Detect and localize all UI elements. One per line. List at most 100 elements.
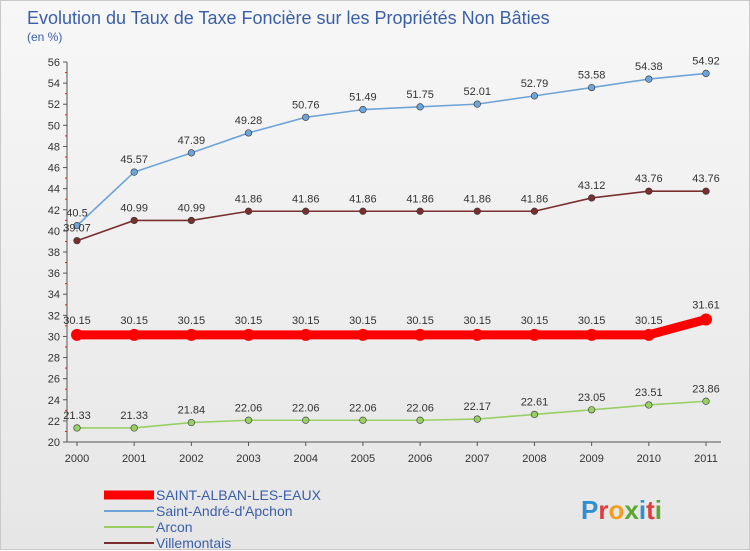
series-layer bbox=[71, 69, 712, 432]
series-point bbox=[299, 328, 312, 341]
series-point bbox=[702, 397, 710, 405]
series-point bbox=[702, 187, 710, 195]
series-point bbox=[588, 83, 596, 92]
series-point bbox=[530, 207, 539, 215]
series-point bbox=[187, 149, 195, 157]
y-tick-label: 24 bbox=[48, 395, 60, 407]
y-tick-label: 56 bbox=[48, 57, 60, 69]
chart-title: Evolution du Taux de Taxe Foncière sur l… bbox=[27, 8, 550, 28]
data-label: 30.15 bbox=[464, 315, 492, 327]
y-tick-label: 44 bbox=[48, 184, 60, 196]
data-label: 52.01 bbox=[464, 86, 492, 98]
y-tick-label: 42 bbox=[48, 205, 60, 217]
y-tick-label: 34 bbox=[48, 289, 60, 301]
x-tick-label: 2003 bbox=[236, 453, 260, 465]
data-label: 31.61 bbox=[692, 299, 720, 311]
series-point bbox=[242, 328, 255, 341]
data-label: 47.39 bbox=[178, 135, 206, 147]
series-point bbox=[416, 416, 424, 424]
series-point bbox=[73, 424, 81, 432]
data-label: 30.15 bbox=[178, 315, 206, 327]
series-point bbox=[528, 328, 541, 341]
series-point bbox=[302, 416, 310, 424]
data-label: 30.15 bbox=[235, 315, 263, 327]
data-label: 54.38 bbox=[635, 61, 663, 73]
data-label: 43.76 bbox=[692, 173, 720, 185]
data-label: 30.15 bbox=[63, 315, 91, 327]
y-tick-label: 36 bbox=[48, 268, 60, 280]
logo-letter: t bbox=[646, 495, 655, 525]
logo-letter: r bbox=[598, 495, 608, 525]
series-point bbox=[187, 216, 195, 225]
data-label: 22.06 bbox=[349, 402, 377, 414]
y-tick-label: 22 bbox=[48, 416, 60, 428]
series-point bbox=[700, 313, 712, 326]
data-label: 41.86 bbox=[406, 193, 434, 205]
series-point bbox=[356, 328, 369, 341]
x-tick-label: 2010 bbox=[637, 453, 661, 465]
series-point bbox=[702, 69, 710, 77]
series-point bbox=[473, 415, 481, 423]
series-point bbox=[645, 187, 653, 195]
series-point bbox=[588, 406, 596, 414]
series-point bbox=[588, 194, 596, 202]
series-point bbox=[645, 401, 653, 409]
series-point bbox=[530, 92, 539, 100]
data-label: 53.58 bbox=[578, 70, 606, 82]
data-label: 49.28 bbox=[235, 115, 263, 127]
data-label: 52.79 bbox=[521, 78, 549, 90]
data-label: 45.57 bbox=[120, 154, 148, 166]
series-point bbox=[471, 328, 484, 341]
data-label: 41.86 bbox=[349, 193, 377, 205]
series-line-2 bbox=[76, 400, 707, 429]
data-labels: 40.5 45.57 47.39 49.28 50.76 51.49 51.75 52.01 5… bbox=[63, 55, 720, 422]
series-point bbox=[416, 207, 424, 215]
legend: SAINT-ALBAN-LES-EAUXSaint-André-d'Apchon… bbox=[104, 487, 322, 551]
y-tick-label: 46 bbox=[48, 163, 60, 175]
data-label: 30.15 bbox=[406, 315, 434, 327]
data-label: 40.99 bbox=[178, 202, 206, 214]
data-label: 21.33 bbox=[120, 410, 148, 422]
data-label: 22.06 bbox=[235, 402, 263, 414]
data-label: 39.07 bbox=[63, 223, 91, 235]
data-label: 30.15 bbox=[578, 315, 606, 327]
y-tick-label: 50 bbox=[48, 120, 60, 132]
data-label: 40.99 bbox=[120, 202, 148, 214]
series-point bbox=[414, 328, 427, 341]
series-point bbox=[244, 129, 253, 137]
y-tick-label: 30 bbox=[48, 331, 60, 343]
data-label: 30.15 bbox=[521, 315, 549, 327]
series-point bbox=[130, 168, 138, 176]
x-tick-label: 2001 bbox=[122, 453, 146, 465]
logo-letter: i bbox=[639, 495, 646, 525]
y-tick-label: 48 bbox=[48, 141, 60, 153]
y-tick-label: 38 bbox=[48, 247, 60, 259]
legend-label: Villemontais bbox=[156, 535, 231, 551]
y-tick-label: 52 bbox=[48, 99, 60, 111]
series-point bbox=[302, 207, 310, 215]
series-point bbox=[416, 103, 424, 111]
proxiti-logo: Proxiti bbox=[581, 495, 662, 525]
series-line-1 bbox=[76, 72, 707, 227]
series-point bbox=[473, 100, 481, 108]
x-tick-label: 2007 bbox=[465, 453, 489, 465]
series-point bbox=[130, 424, 138, 432]
legend-label: Saint-André-d'Apchon bbox=[156, 503, 293, 519]
series-point bbox=[128, 328, 141, 341]
data-label: 30.15 bbox=[635, 315, 663, 327]
data-label: 41.86 bbox=[464, 193, 492, 205]
data-label: 43.76 bbox=[635, 173, 663, 185]
series-point bbox=[185, 328, 198, 341]
x-tick-label: 2006 bbox=[408, 453, 432, 465]
legend-label: Arcon bbox=[156, 519, 193, 535]
logo-letter: x bbox=[624, 495, 639, 525]
data-label: 51.75 bbox=[406, 89, 434, 101]
data-label: 22.06 bbox=[406, 402, 434, 414]
x-tick-label: 2009 bbox=[579, 453, 603, 465]
logo-letter: i bbox=[655, 495, 662, 525]
series-point bbox=[302, 113, 310, 121]
y-tick-label: 26 bbox=[48, 374, 60, 386]
axes: 20 22 24 26 28 30 32 34 36 38 40 42 44 46 48 50 52 54 56 20… bbox=[48, 57, 721, 465]
